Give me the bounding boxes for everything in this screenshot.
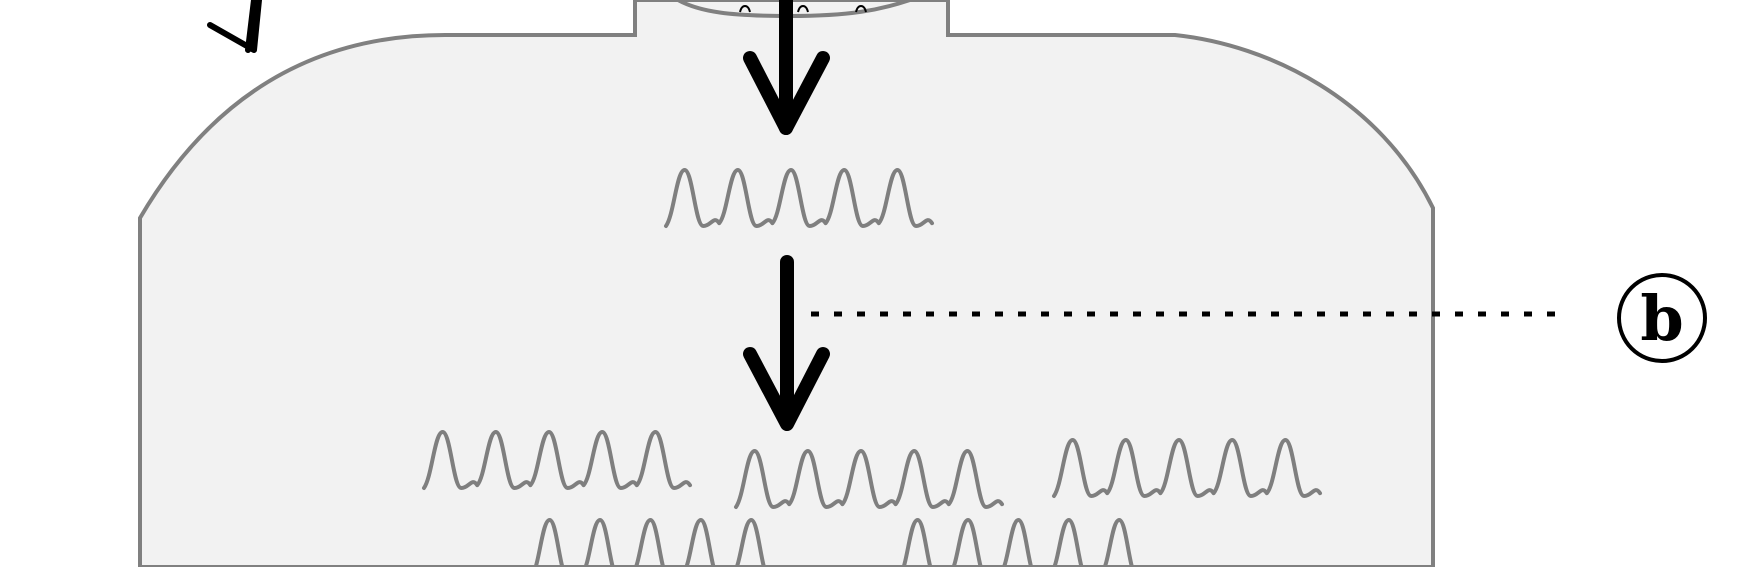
partial-arrow-top-left	[207, 0, 262, 53]
wave-icon	[533, 518, 767, 567]
circled-label-b: b	[1617, 273, 1707, 363]
top-structure-detail	[739, 5, 867, 13]
wave-icon	[734, 449, 1004, 509]
label-b-text: b	[1640, 282, 1683, 355]
wave-icon	[1052, 438, 1322, 498]
down-arrow-icon-top	[743, 0, 830, 135]
down-arrow-icon-middle	[743, 255, 830, 431]
wave-icon	[901, 518, 1135, 567]
wave-icon	[422, 430, 692, 490]
wave-icon	[664, 168, 934, 228]
wave-group	[422, 168, 1322, 567]
